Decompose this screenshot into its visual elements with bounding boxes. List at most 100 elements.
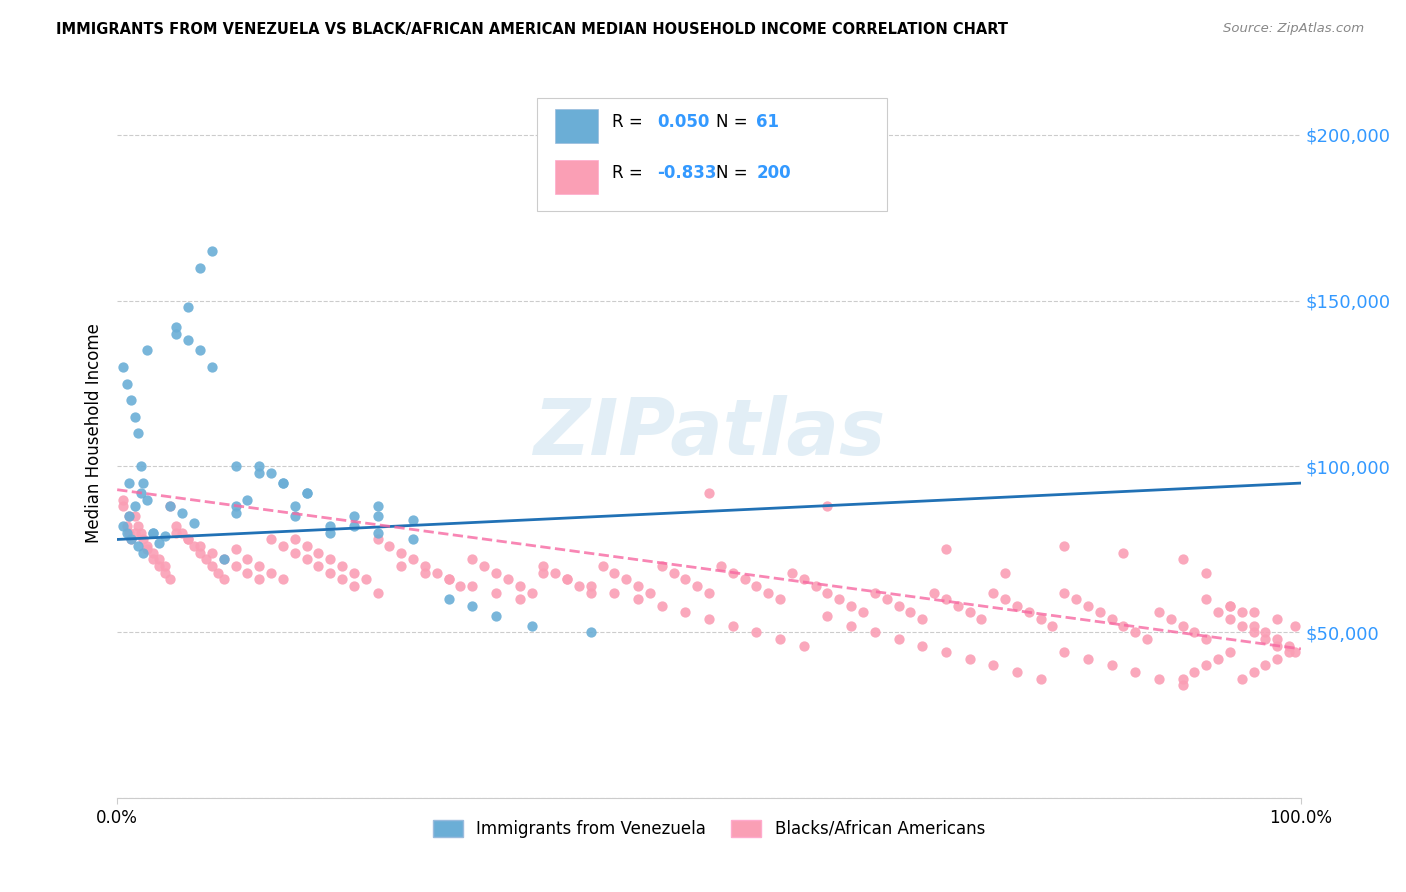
Point (1147, 606, 1170, 620)
Point (1243, 665, 1265, 679)
Point (367, 525, 389, 540)
Point (1184, 625, 1206, 640)
Point (673, 606, 696, 620)
Point (132, 476, 155, 491)
FancyBboxPatch shape (555, 110, 598, 143)
Point (1230, 672, 1253, 686)
Point (1265, 632, 1288, 646)
Point (236, 492, 259, 507)
Point (935, 542, 957, 557)
Point (579, 625, 602, 640)
Point (260, 566, 283, 580)
Point (201, 559, 224, 574)
Point (402, 512, 425, 526)
Point (531, 559, 554, 574)
Text: R =: R = (612, 164, 648, 182)
Point (1184, 665, 1206, 679)
Point (295, 552, 318, 566)
Point (911, 639, 934, 653)
Point (437, 592, 460, 607)
Point (115, 519, 138, 533)
Point (1042, 618, 1064, 632)
Point (135, 539, 157, 553)
Text: N =: N = (716, 112, 754, 131)
Text: 200: 200 (756, 164, 792, 182)
Point (1112, 618, 1135, 632)
Point (135, 542, 157, 557)
Point (142, 525, 165, 540)
Point (485, 608, 508, 623)
Point (1243, 625, 1265, 640)
Point (330, 559, 353, 574)
Point (120, 533, 142, 547)
Point (1123, 625, 1146, 640)
Point (225, 506, 247, 520)
Point (1254, 658, 1277, 673)
Point (461, 579, 484, 593)
Point (165, 326, 187, 341)
Point (124, 525, 146, 540)
Point (1171, 672, 1194, 686)
Point (627, 579, 650, 593)
Point (177, 334, 200, 348)
Point (745, 625, 768, 640)
Point (284, 546, 307, 560)
Point (876, 592, 898, 607)
Point (402, 552, 425, 566)
Point (509, 592, 531, 607)
Point (153, 559, 176, 574)
Point (935, 645, 957, 659)
Point (1005, 665, 1028, 679)
Point (1219, 599, 1241, 613)
Point (1112, 546, 1135, 560)
Point (769, 592, 792, 607)
Point (124, 500, 146, 514)
Y-axis label: Median Household Income: Median Household Income (86, 324, 103, 543)
Point (555, 572, 578, 586)
Point (614, 572, 637, 586)
Point (367, 500, 389, 514)
Point (132, 546, 155, 560)
Point (343, 519, 366, 533)
Point (153, 529, 176, 543)
Point (1171, 552, 1194, 566)
Point (188, 260, 211, 275)
Point (183, 516, 205, 530)
Point (172, 525, 194, 540)
Point (188, 546, 211, 560)
Point (135, 343, 157, 358)
Point (128, 519, 150, 533)
Point (118, 509, 141, 524)
Point (970, 612, 993, 626)
Point (804, 579, 827, 593)
Point (1064, 592, 1087, 607)
Point (863, 625, 886, 640)
Point (1265, 639, 1288, 653)
Point (887, 632, 910, 646)
Point (188, 343, 211, 358)
Point (1018, 606, 1040, 620)
Point (887, 599, 910, 613)
Point (132, 533, 155, 547)
Point (129, 459, 152, 474)
Point (627, 592, 650, 607)
Point (461, 552, 484, 566)
Point (271, 572, 294, 586)
Point (935, 592, 957, 607)
Point (793, 639, 815, 653)
Point (135, 492, 157, 507)
Point (1265, 652, 1288, 666)
Point (1195, 632, 1218, 646)
Point (780, 566, 803, 580)
Point (1123, 665, 1146, 679)
Point (271, 476, 294, 491)
Text: R =: R = (612, 112, 648, 131)
Point (319, 566, 342, 580)
Point (1284, 618, 1306, 632)
Point (260, 466, 283, 480)
Point (839, 599, 862, 613)
Point (118, 525, 141, 540)
Point (1254, 632, 1277, 646)
Point (172, 506, 194, 520)
Point (247, 559, 270, 574)
